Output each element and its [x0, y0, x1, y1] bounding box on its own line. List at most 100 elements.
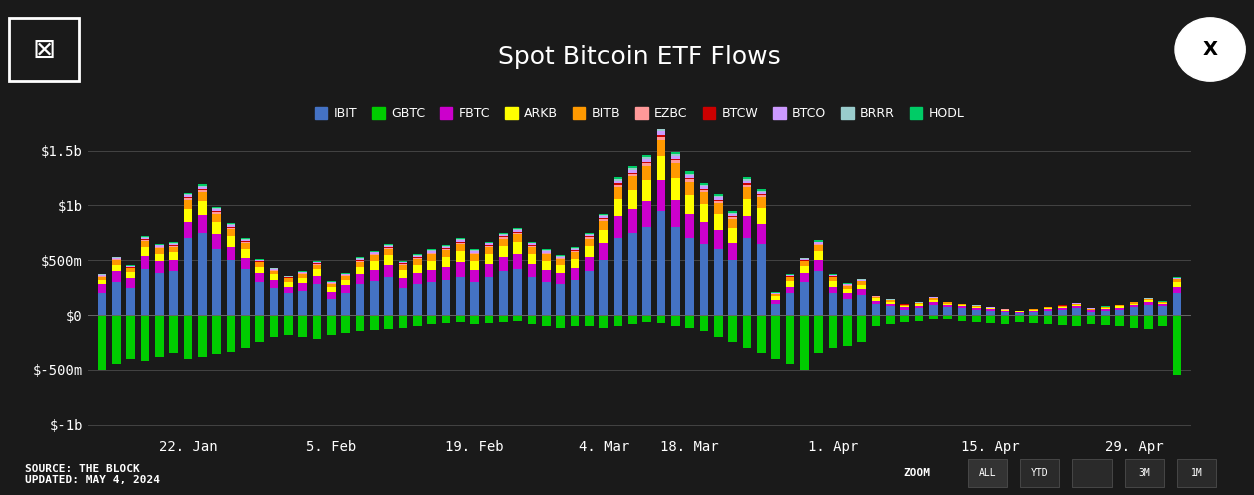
Bar — [1144, 299, 1152, 300]
Bar — [513, 269, 522, 315]
Bar — [628, 315, 637, 324]
Bar — [657, 135, 666, 137]
Bar — [1159, 315, 1167, 326]
Bar — [241, 240, 250, 242]
Bar — [441, 257, 450, 267]
Bar — [470, 315, 479, 324]
Bar — [441, 249, 450, 250]
Bar — [657, 156, 666, 180]
Bar — [729, 260, 737, 315]
Bar — [542, 315, 551, 326]
Bar — [671, 151, 680, 154]
Bar — [1159, 304, 1167, 306]
Bar — [341, 276, 350, 280]
Bar — [686, 175, 693, 178]
Bar — [1043, 309, 1052, 311]
Bar — [470, 252, 479, 253]
Bar — [729, 229, 737, 243]
Bar — [1130, 302, 1139, 303]
Bar — [686, 171, 693, 174]
Bar — [929, 299, 938, 302]
Bar — [1101, 309, 1110, 311]
Bar — [499, 271, 508, 315]
Bar — [714, 199, 722, 200]
Bar — [571, 252, 579, 258]
Bar — [413, 315, 421, 326]
Bar — [700, 244, 709, 315]
Bar — [628, 174, 637, 176]
Bar — [642, 227, 651, 315]
Bar — [858, 296, 867, 315]
Bar — [212, 212, 221, 214]
Bar — [1072, 308, 1081, 315]
Bar — [858, 285, 867, 289]
Bar — [399, 270, 408, 278]
Bar — [599, 230, 608, 243]
FancyBboxPatch shape — [1125, 459, 1164, 487]
Text: 1M: 1M — [1190, 468, 1203, 478]
Bar — [399, 278, 408, 288]
Bar — [356, 284, 365, 315]
Bar — [112, 256, 120, 257]
Bar — [312, 261, 321, 262]
Bar — [671, 154, 680, 155]
Bar — [470, 282, 479, 315]
Bar — [657, 180, 666, 211]
Bar — [112, 315, 120, 364]
Bar — [528, 245, 537, 246]
Bar — [428, 270, 436, 282]
Bar — [513, 230, 522, 232]
Bar — [900, 305, 909, 306]
Bar — [198, 186, 207, 187]
Bar — [700, 189, 709, 190]
Bar — [212, 214, 221, 222]
Bar — [169, 246, 178, 247]
Bar — [98, 277, 107, 280]
Bar — [1144, 315, 1152, 329]
Bar — [341, 280, 350, 286]
Bar — [987, 311, 994, 315]
Bar — [1159, 303, 1167, 304]
Bar — [356, 257, 365, 258]
Bar — [327, 287, 336, 292]
Bar — [586, 271, 593, 315]
Bar — [1058, 306, 1067, 308]
Bar — [613, 187, 622, 199]
Bar — [1001, 311, 1009, 312]
Bar — [184, 315, 192, 359]
Bar — [441, 280, 450, 315]
Bar — [441, 250, 450, 257]
Bar — [256, 259, 265, 260]
Bar — [112, 271, 120, 282]
Bar — [1030, 311, 1038, 312]
Bar — [1072, 315, 1081, 326]
Bar — [98, 315, 107, 370]
Bar — [385, 315, 393, 329]
Bar — [528, 246, 537, 247]
Bar — [972, 307, 981, 308]
Bar — [729, 214, 737, 216]
Bar — [241, 243, 250, 249]
Bar — [914, 306, 923, 308]
Bar — [1030, 315, 1038, 323]
Bar — [914, 315, 923, 321]
Bar — [958, 308, 967, 315]
Bar — [140, 269, 149, 315]
Bar — [227, 225, 236, 227]
Bar — [599, 216, 608, 218]
Bar — [858, 315, 867, 343]
Bar — [127, 265, 135, 266]
Bar — [312, 315, 321, 339]
Bar — [470, 261, 479, 270]
Bar — [1130, 315, 1139, 328]
Bar — [1115, 306, 1124, 307]
Bar — [528, 243, 537, 244]
Bar — [227, 236, 236, 247]
Bar — [1172, 282, 1181, 287]
Bar — [385, 247, 393, 248]
Bar — [399, 288, 408, 315]
Bar — [628, 233, 637, 315]
Bar — [1087, 315, 1095, 324]
Bar — [686, 174, 693, 175]
Bar — [729, 217, 737, 219]
